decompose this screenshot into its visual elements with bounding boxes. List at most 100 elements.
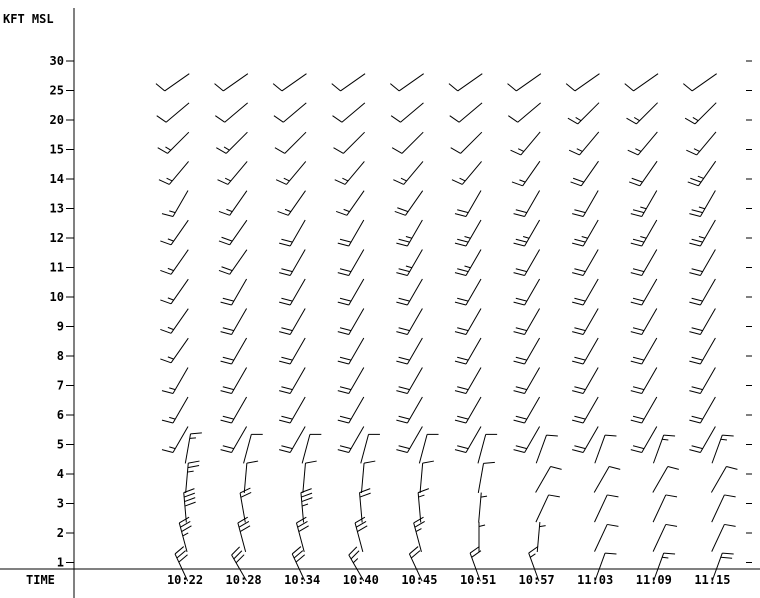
barb-shaft: [691, 73, 717, 92]
barb-feather: [398, 386, 410, 391]
barb-feather: [218, 210, 230, 216]
barb-shaft: [231, 426, 248, 453]
wind-barb: [513, 249, 541, 277]
barb-shaft: [289, 249, 306, 276]
wind-barb: [337, 278, 365, 306]
wind-barb: [220, 308, 248, 336]
wind-barb: [220, 278, 248, 306]
wind-barb: [337, 249, 365, 277]
barb-shaft: [465, 367, 482, 394]
barb-shaft: [229, 249, 248, 275]
barb-feather: [413, 516, 424, 524]
wind-barb: [174, 546, 189, 582]
barb-shaft: [641, 249, 658, 276]
y-tick-label: 20: [50, 113, 64, 127]
barb-feather: [572, 390, 584, 395]
wind-barb: [683, 73, 717, 92]
barb-feather: [515, 297, 527, 302]
barb-feather: [546, 434, 558, 437]
barb-half-feather: [405, 265, 413, 269]
barb-feather: [179, 516, 190, 524]
barb-half-feather: [223, 146, 230, 151]
barb-shaft: [348, 219, 365, 247]
wind-barb: [454, 190, 482, 218]
barb-shaft: [524, 278, 541, 306]
wind-barb: [454, 337, 482, 365]
barb-shaft: [343, 131, 365, 154]
wind-barb: [454, 308, 482, 336]
wind-barb: [156, 102, 190, 123]
barb-feather: [396, 272, 408, 277]
barb-shaft: [524, 396, 541, 424]
barb-feather: [339, 356, 352, 361]
wind-barb: [478, 522, 486, 552]
y-tick-label: 15: [50, 143, 64, 157]
barb-feather: [689, 331, 701, 336]
barb-shaft: [699, 249, 716, 276]
barb-feather: [454, 301, 467, 306]
barb-shaft: [289, 308, 306, 335]
barb-half-feather: [187, 470, 194, 473]
barb-feather: [158, 179, 170, 185]
wind-barb: [360, 433, 380, 464]
barb-feather: [221, 266, 233, 272]
wind-barb: [628, 160, 658, 187]
barb-feather: [515, 238, 527, 243]
wind-barb: [630, 249, 658, 277]
barb-half-feather: [405, 236, 413, 239]
barb-feather: [572, 449, 584, 454]
barb-shaft: [348, 396, 365, 424]
barb-feather: [332, 115, 343, 123]
barb-half-feather: [522, 236, 530, 239]
barb-feather: [607, 523, 619, 527]
wind-barb: [218, 190, 248, 216]
barb-feather: [550, 465, 562, 470]
barb-feather: [630, 449, 642, 454]
barb-feather: [240, 492, 252, 498]
barb-feather: [572, 419, 584, 424]
wind-barb: [652, 465, 679, 493]
y-tick-label: 12: [50, 231, 64, 245]
wind-barb: [451, 161, 482, 185]
barb-shaft: [699, 278, 716, 306]
barb-shaft: [237, 522, 247, 552]
y-tick-label: 30: [50, 54, 64, 68]
barb-feather: [722, 434, 734, 437]
barb-half-feather: [167, 356, 174, 360]
barb-half-feather: [635, 148, 642, 152]
barb-shaft: [594, 552, 606, 582]
barb-shaft: [170, 249, 189, 275]
barb-shaft: [465, 278, 482, 306]
wind-barb: [413, 516, 425, 552]
barb-feather: [394, 210, 406, 216]
barb-shaft: [710, 466, 727, 493]
barb-feather: [548, 494, 560, 498]
barb-feather: [513, 213, 525, 218]
barb-shaft: [284, 131, 307, 154]
barb-shaft: [281, 73, 307, 92]
wind-barb: [396, 308, 423, 336]
barb-half-feather: [697, 175, 704, 179]
barb-shaft: [354, 522, 364, 552]
barb-shaft: [469, 552, 481, 582]
wind-barb: [333, 131, 365, 154]
barb-shaft: [348, 367, 365, 394]
barb-feather: [605, 434, 617, 437]
x-tick-label: 10:28: [226, 573, 262, 587]
barb-feather: [217, 179, 229, 185]
barb-feather: [396, 301, 408, 306]
barb-feather: [350, 550, 360, 560]
barb-feather: [515, 356, 527, 361]
barb-feather: [683, 83, 693, 92]
barb-shaft: [582, 249, 599, 276]
wind-barb: [218, 249, 248, 275]
barb-feather: [215, 115, 225, 123]
barb-feather: [298, 525, 309, 533]
barb-feather: [515, 415, 527, 420]
wind-barb: [594, 552, 617, 582]
y-axis-title: KFT MSL: [3, 12, 54, 26]
wind-barb: [295, 516, 309, 552]
barb-feather: [190, 432, 202, 435]
barb-feather: [339, 268, 352, 273]
wind-barb: [279, 367, 306, 395]
